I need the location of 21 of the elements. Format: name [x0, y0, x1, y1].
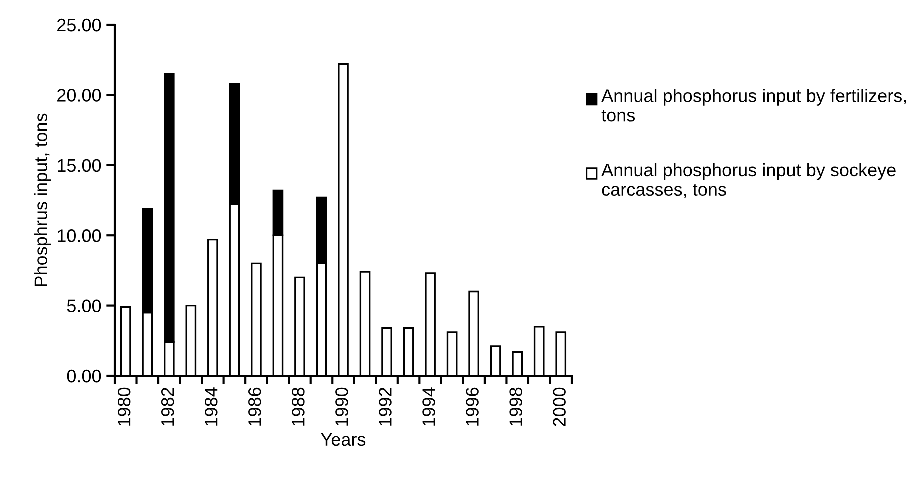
- x-tick-label: 1988: [292, 388, 305, 426]
- x-tick-label: 1998: [510, 388, 522, 426]
- x-tick-label: 1992: [379, 388, 392, 426]
- x-tick-label: 1982: [161, 388, 174, 426]
- x-tick-label: 1990: [336, 388, 348, 426]
- x-tick-label: 1986: [248, 388, 262, 426]
- x-tick-label: 1996: [466, 388, 479, 426]
- y-axis-title: Phosphrus input, tons: [34, 114, 52, 286]
- x-tick-label: 1980: [118, 388, 131, 426]
- legend-label: Annual phosphorus input by sockeye carcasses, tons: [602, 163, 896, 198]
- x-tick-label: 2000: [553, 388, 566, 426]
- y-tick-label: 5.00: [67, 300, 102, 313]
- y-tick-label: 15.00: [58, 159, 102, 172]
- y-tick-label: 20.00: [58, 89, 102, 102]
- x-axis-title: Years: [321, 433, 366, 446]
- y-tick-label: 25.00: [58, 18, 102, 32]
- y-tick-label: 10.00: [58, 230, 102, 242]
- y-tick-label: 0.00: [67, 370, 102, 383]
- x-tick-label: 1984: [204, 388, 218, 426]
- legend-label: Annual phosphorus input by fertilizers, tons: [602, 89, 906, 122]
- x-tick-label: 1994: [422, 388, 436, 426]
